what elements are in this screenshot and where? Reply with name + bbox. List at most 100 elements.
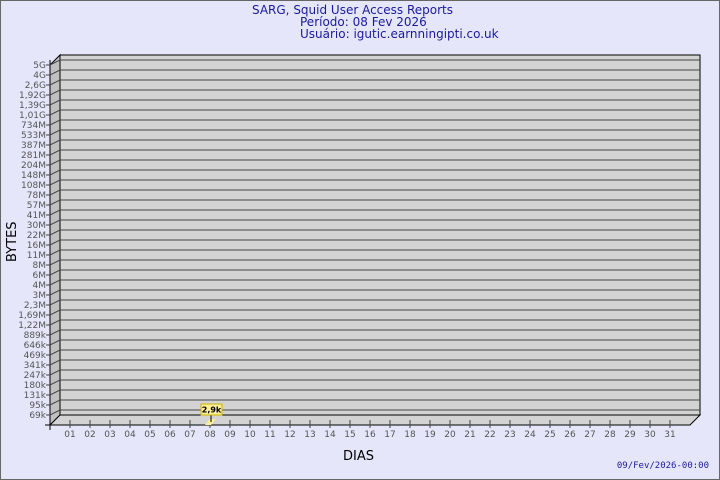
gridline [46, 109, 700, 116]
gridline [46, 369, 700, 376]
y-tick-label: 247k [24, 371, 47, 381]
gridline [46, 339, 700, 346]
y-tick-label: 16M [27, 241, 46, 251]
y-tick-label: 5G [33, 61, 46, 71]
y-tick-label: 180k [24, 381, 47, 391]
y-tick-label: 78M [27, 191, 46, 201]
y-tick-label: 69k [29, 411, 46, 421]
y-tick-label: 1,22M [18, 321, 46, 331]
user-label: Usuário: igutic.earnningipti.co.uk [300, 27, 499, 41]
y-tick-label: 281M [21, 151, 46, 161]
y-tick-label: 734M [21, 121, 46, 131]
gridline [46, 59, 700, 66]
x-axis-label: DIAS [343, 449, 374, 464]
y-tick-label: 387M [21, 141, 46, 151]
y-tick-label: 57M [27, 201, 46, 211]
y-tick-label: 1,01G [19, 111, 46, 121]
x-tick-label: 06 [164, 430, 176, 440]
timestamp: 09/Fev/2026-00:00 [616, 461, 709, 471]
gridline [46, 309, 700, 316]
gridline [46, 219, 700, 226]
gridline [46, 269, 700, 276]
x-tick-label: 25 [544, 430, 555, 440]
gridline [46, 159, 700, 166]
back-wall [59, 54, 701, 416]
y-tick-label: 889k [24, 331, 47, 341]
gridline [46, 349, 700, 356]
x-tick-label: 19 [424, 430, 436, 440]
gridline [46, 279, 700, 286]
gridline [46, 229, 700, 236]
y-tick-label: 2,3M [24, 301, 46, 311]
y-tick-label: 8M [33, 261, 47, 271]
y-tick-label: 1,39G [19, 101, 46, 111]
data-label: 2,9k [202, 406, 222, 415]
x-tick-label: 15 [344, 430, 355, 440]
gridline [46, 239, 700, 246]
y-tick-label: 30M [27, 221, 46, 231]
gridline [46, 119, 700, 126]
gridline [46, 169, 700, 176]
y-tick-label: 2,6G [25, 81, 46, 91]
gridline [46, 259, 700, 266]
x-tick-label: 20 [444, 430, 456, 440]
y-tick-label: 148M [21, 171, 46, 181]
x-tick-label: 24 [524, 430, 536, 440]
gridline [46, 129, 700, 136]
gridline [46, 319, 700, 326]
x-tick-label: 16 [364, 430, 376, 440]
gridline [46, 89, 700, 96]
y-axis-label: BYTES [5, 221, 20, 262]
gridline [46, 409, 700, 416]
x-tick-label: 29 [624, 430, 636, 440]
x-tick-label: 30 [644, 430, 656, 440]
y-tick-label: 341k [24, 361, 47, 371]
gridline [46, 149, 700, 156]
x-tick-label: 04 [124, 430, 136, 440]
y-tick-label: 22M [27, 231, 46, 241]
x-tick-label: 26 [564, 430, 576, 440]
x-tick-label: 08 [204, 430, 216, 440]
gridline [46, 399, 700, 406]
y-tick-label: 469k [24, 351, 47, 361]
x-tick-label: 11 [264, 430, 275, 440]
gridline [46, 79, 700, 86]
x-tick-label: 17 [384, 430, 395, 440]
x-tick-label: 02 [84, 430, 95, 440]
y-tick-label: 1,92G [19, 91, 46, 101]
gridline [46, 179, 700, 186]
x-tick-label: 10 [244, 430, 256, 440]
y-tick-label: 11M [27, 251, 46, 261]
y-tick-label: 4G [33, 71, 46, 81]
y-tick-label: 204M [21, 161, 46, 171]
x-tick-label: 18 [404, 430, 416, 440]
data-label-box [200, 403, 223, 416]
x-tick-label: 22 [484, 430, 495, 440]
gridline [46, 199, 700, 206]
gridline [46, 289, 700, 296]
x-tick-label: 12 [284, 430, 295, 440]
x-tick-label: 01 [64, 430, 75, 440]
gridline [46, 249, 700, 256]
y-tick-label: 95k [29, 401, 46, 411]
gridline [46, 389, 700, 396]
gridline [46, 189, 700, 196]
x-tick-label: 28 [604, 430, 616, 440]
gridline [46, 69, 700, 76]
y-tick-label: 131k [24, 391, 47, 401]
x-tick-label: 14 [324, 430, 336, 440]
gridline [46, 299, 700, 306]
y-tick-label: 6M [33, 271, 47, 281]
gridline [46, 359, 700, 366]
y-tick-label: 646k [24, 341, 47, 351]
gridline [46, 379, 700, 386]
gridline [46, 139, 700, 146]
x-tick-label: 21 [464, 430, 475, 440]
gridline [46, 99, 700, 106]
gridline [46, 329, 700, 336]
gridline [46, 209, 700, 216]
x-tick-label: 07 [184, 430, 195, 440]
y-tick-label: 1,69M [18, 311, 46, 321]
floor [48, 414, 702, 426]
